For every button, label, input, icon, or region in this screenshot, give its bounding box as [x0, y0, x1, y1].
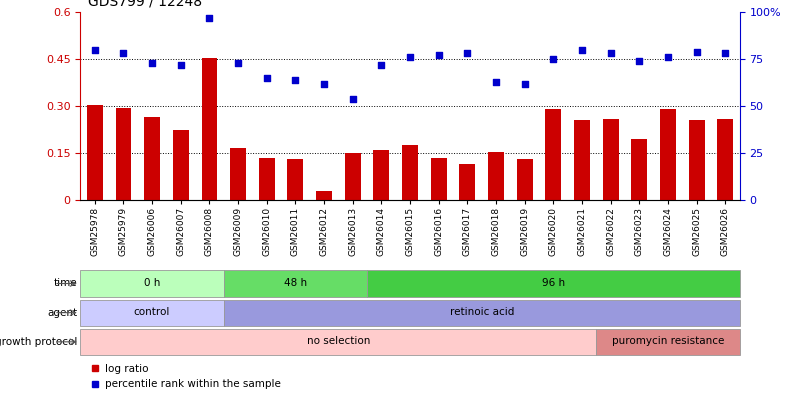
Bar [223, 300, 739, 326]
Text: 48 h: 48 h [283, 278, 307, 288]
Bar [344, 153, 360, 200]
Point [403, 54, 416, 60]
Point [288, 77, 301, 83]
Bar [430, 158, 446, 200]
Text: 0 h: 0 h [144, 278, 160, 288]
Bar [602, 119, 618, 200]
Legend: log ratio, percentile rank within the sample: log ratio, percentile rank within the sa… [85, 360, 285, 393]
Bar [230, 148, 246, 200]
Bar [202, 58, 217, 200]
Bar [87, 104, 103, 200]
Point [432, 52, 445, 59]
Text: control: control [134, 307, 170, 317]
Text: time: time [54, 279, 77, 288]
Bar [402, 145, 418, 200]
Text: no selection: no selection [306, 336, 369, 346]
Point [604, 50, 617, 57]
Point [374, 62, 387, 68]
Point [231, 60, 244, 66]
Bar [716, 119, 732, 200]
Bar [659, 109, 675, 200]
Point [317, 80, 330, 87]
Bar [80, 300, 223, 326]
Point [145, 60, 158, 66]
Bar [573, 120, 589, 200]
Point [202, 15, 215, 21]
Bar [173, 130, 189, 200]
Bar [487, 151, 503, 200]
Bar [544, 109, 560, 200]
Bar [596, 329, 739, 355]
Bar [688, 120, 703, 200]
Point [546, 56, 559, 62]
Text: 96 h: 96 h [541, 278, 565, 288]
Bar [316, 191, 332, 200]
Point [460, 50, 473, 57]
Bar [80, 271, 223, 296]
Bar [373, 150, 389, 200]
Text: puromycin resistance: puromycin resistance [611, 336, 724, 346]
Point [718, 50, 731, 57]
Bar [116, 108, 131, 200]
Point [116, 50, 129, 57]
Text: retinoic acid: retinoic acid [449, 307, 513, 317]
Bar [367, 271, 739, 296]
Bar [223, 271, 367, 296]
Bar [459, 164, 475, 200]
Point [346, 95, 359, 102]
Point [661, 54, 674, 60]
Bar [287, 159, 303, 200]
Point [575, 47, 588, 53]
Bar [144, 117, 160, 200]
Point [88, 47, 101, 53]
Point [260, 75, 273, 81]
Bar [630, 139, 646, 200]
Point [690, 48, 703, 55]
Point [489, 79, 502, 85]
Point [632, 58, 645, 64]
Bar [259, 158, 275, 200]
Text: growth protocol: growth protocol [0, 337, 77, 347]
Point [518, 80, 531, 87]
Point [174, 62, 187, 68]
Text: agent: agent [47, 308, 77, 318]
Text: GDS799 / 12248: GDS799 / 12248 [88, 0, 202, 8]
Bar [80, 329, 596, 355]
Bar [516, 159, 532, 200]
